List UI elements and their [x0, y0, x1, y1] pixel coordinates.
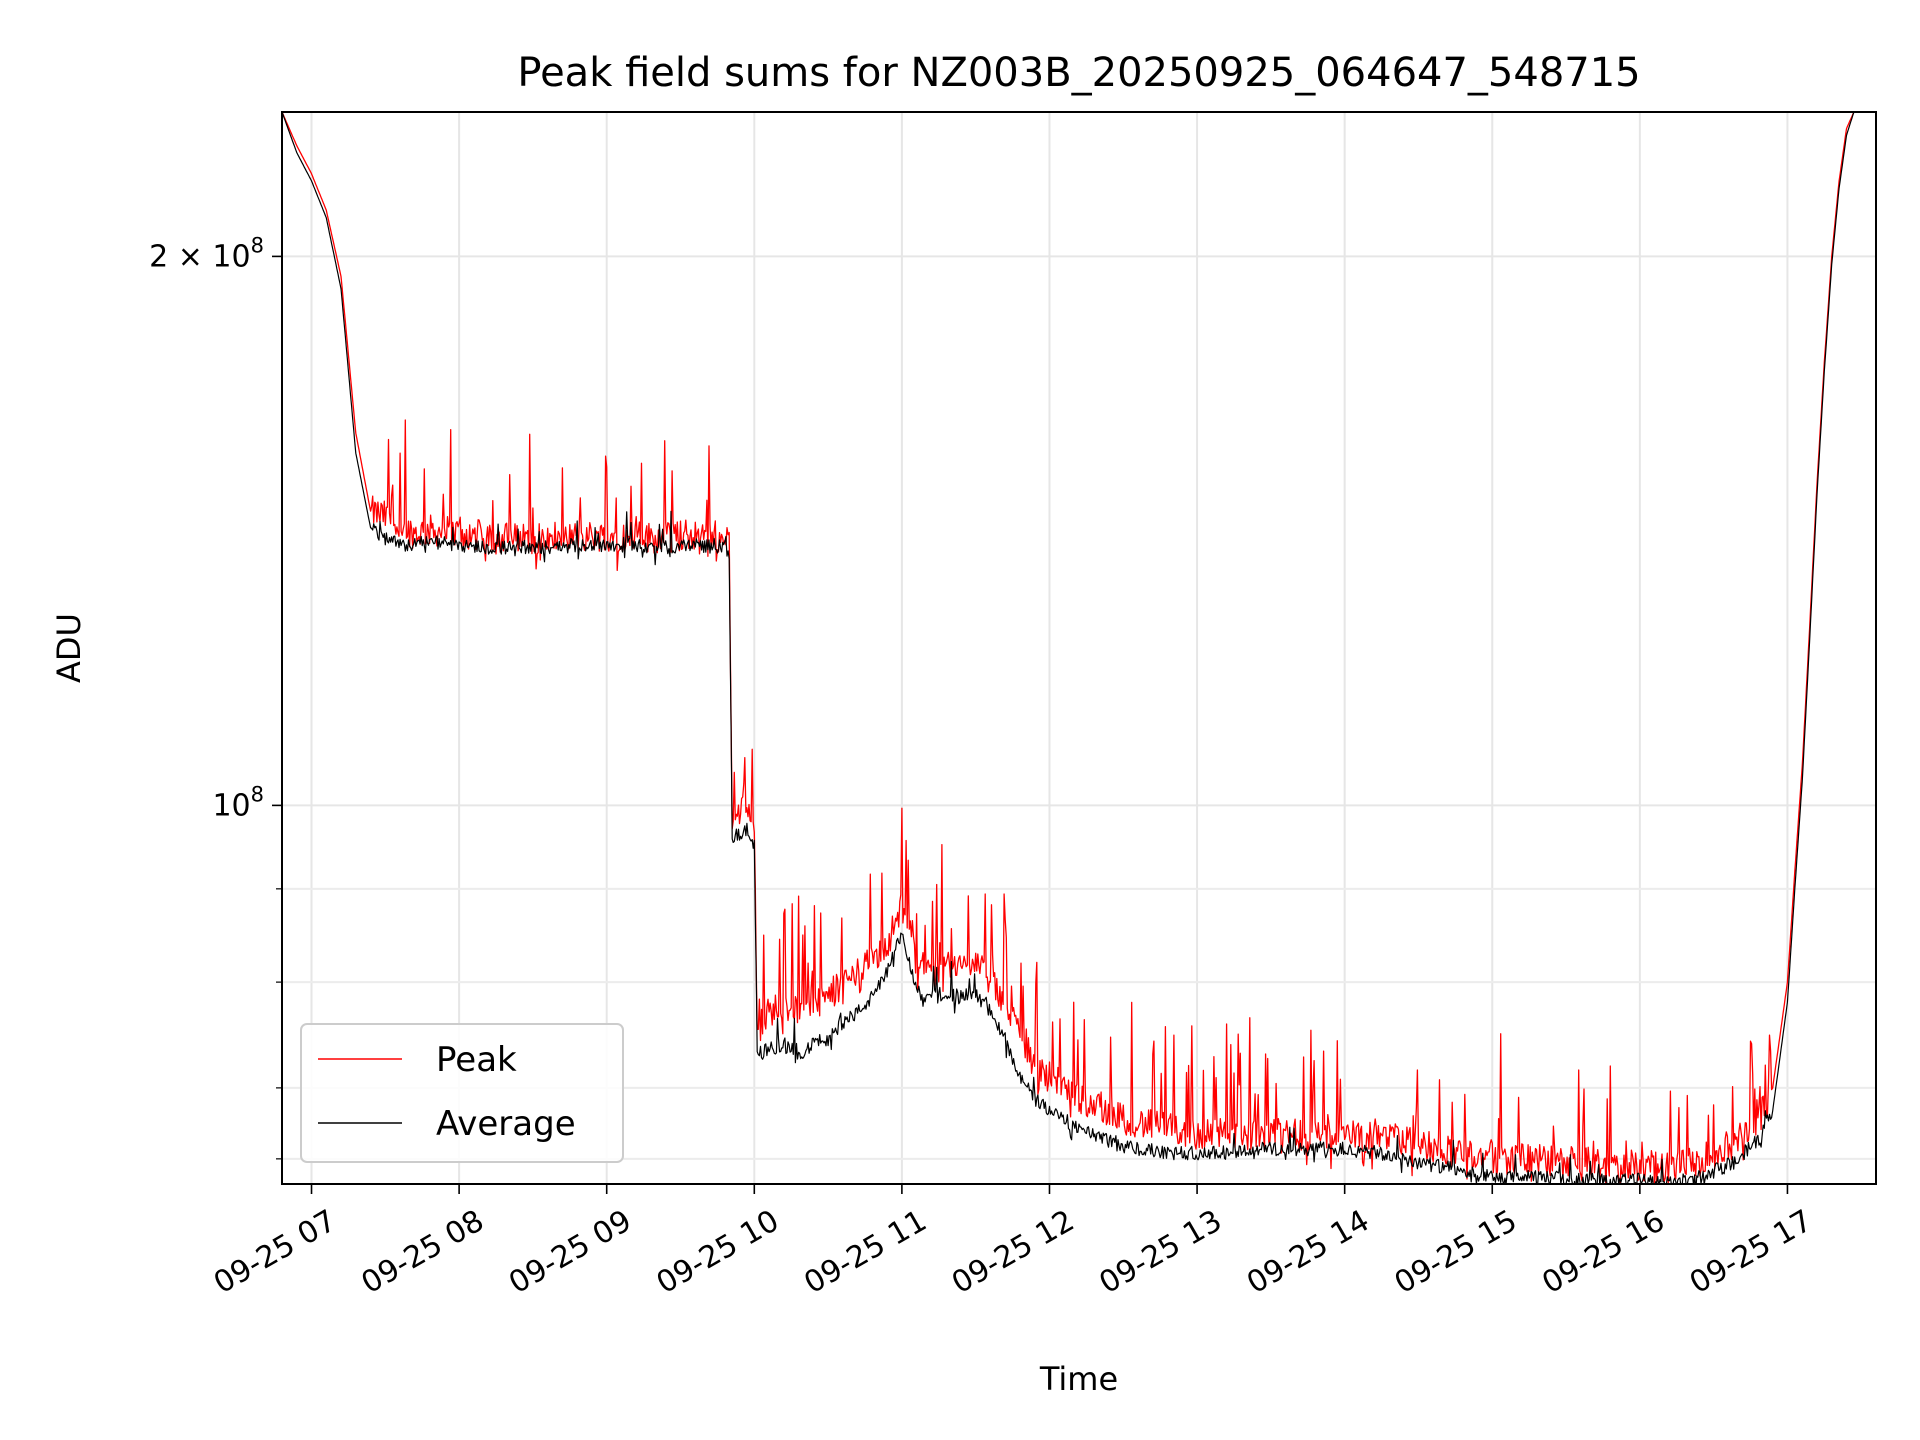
y-tick-mantissa: 10 [212, 788, 250, 823]
y-tick-exponent: 8 [251, 782, 264, 806]
legend-label-peak: Peak [436, 1040, 517, 1080]
y-tick-mantissa: 2 × 10 [149, 239, 250, 274]
legend: Peak Average [301, 1024, 623, 1162]
y-tick-exponent: 8 [251, 233, 264, 257]
y-axis-label: ADU [50, 613, 88, 683]
x-axis-label: Time [1039, 1360, 1118, 1398]
chart-title: Peak field sums for NZ003B_20250925_0646… [517, 50, 1640, 96]
legend-label-average: Average [436, 1104, 576, 1144]
chart-root: 09-25 07 09-25 08 09-25 09 09-25 10 09-25 11… [0, 0, 1920, 1440]
y-tick-label: 2 × 108 [149, 233, 264, 274]
